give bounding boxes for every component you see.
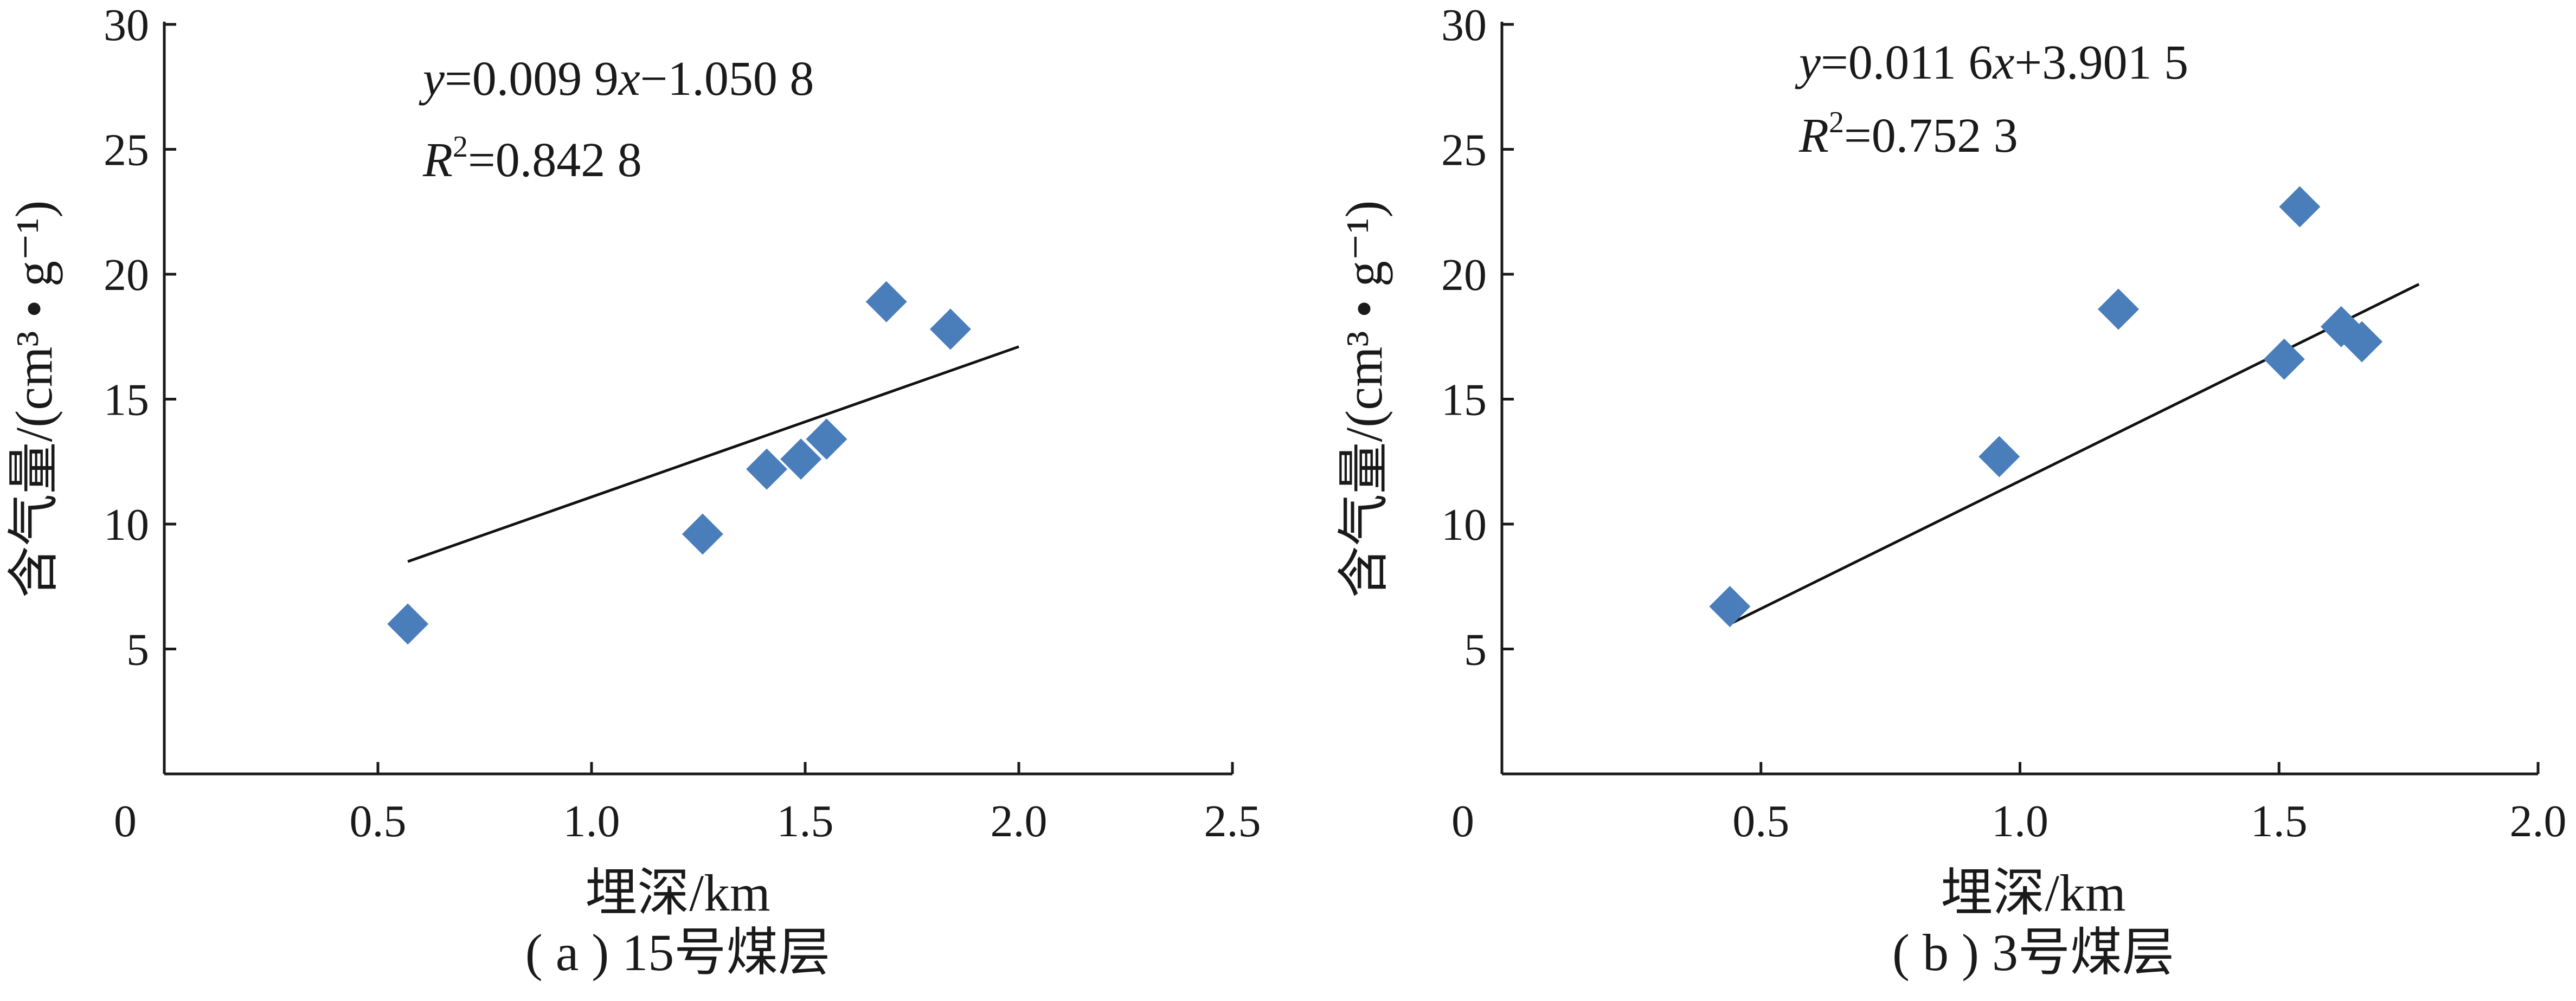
data-point <box>929 308 971 350</box>
y-tick-label: 10 <box>1441 500 1487 550</box>
x-tick-label: 1.5 <box>777 796 834 847</box>
y-tick-label: 5 <box>1464 625 1487 675</box>
data-point <box>746 448 788 490</box>
x-tick-label: 2.0 <box>991 796 1048 847</box>
y-tick-label: 25 <box>104 125 149 176</box>
data-point <box>1978 436 2020 477</box>
regression-equation: y=0.009 9x−1.050 8 <box>419 52 814 106</box>
x-axis-title: 埋深/km <box>1941 864 2125 922</box>
data-point <box>806 418 847 460</box>
chart-panel-b: 0 0.5 1.0 1.5 2.0 5 10 15 20 25 30 y=0.011 6x+3.901… <box>1335 0 2567 981</box>
r-squared-label: R2=0.842 8 <box>422 130 642 187</box>
y-axis-title: 含气量/(cm³ • g⁻¹) <box>1335 201 1393 598</box>
x-tick-label: 1.5 <box>2251 796 2308 847</box>
data-point <box>2341 321 2383 363</box>
trend-line <box>1729 283 2420 625</box>
origin-label: 0 <box>114 796 137 847</box>
x-tick-label: 1.0 <box>1992 796 2048 847</box>
y-tick-label: 30 <box>1441 0 1487 50</box>
data-point <box>865 281 907 322</box>
data-point <box>387 603 429 645</box>
data-point <box>2263 338 2305 380</box>
y-tick-label: 15 <box>104 375 149 425</box>
y-tick-label: 20 <box>104 250 149 300</box>
x-tick-label: 0.5 <box>1732 796 1789 847</box>
panel-caption: ( b ) 3号煤层 <box>1892 923 2174 981</box>
y-tick-label: 15 <box>1441 375 1487 425</box>
x-tick-label: 2.5 <box>1204 796 1261 847</box>
y-tick-label: 30 <box>104 0 149 50</box>
panel-caption: ( a ) 15号煤层 <box>525 923 831 981</box>
regression-equation: y=0.011 6x+3.901 5 <box>1795 36 2188 89</box>
data-point <box>682 513 723 555</box>
y-axis-title: 含气量/(cm³ • g⁻¹) <box>5 201 63 598</box>
origin-label: 0 <box>1451 796 1474 847</box>
y-tick-label: 20 <box>1441 250 1487 300</box>
data-point <box>1709 586 1751 628</box>
x-tick-label: 0.5 <box>350 796 407 847</box>
r-squared-label: R2=0.752 3 <box>1798 106 2018 163</box>
x-axis-title: 埋深/km <box>585 864 770 922</box>
chart-panel-a: 0 0.5 1.0 1.5 2.0 2.5 5 10 15 20 25 30 y=0.009 9x−1.… <box>5 0 1261 981</box>
y-tick-label: 5 <box>126 625 149 675</box>
trend-line <box>407 345 1019 563</box>
x-tick-label: 2.0 <box>2510 796 2567 847</box>
x-tick-label: 1.0 <box>563 796 620 847</box>
data-point <box>2098 288 2140 330</box>
data-point <box>2279 186 2321 228</box>
data-point <box>780 438 822 480</box>
y-tick-label: 25 <box>1441 125 1487 176</box>
y-tick-label: 10 <box>104 500 149 550</box>
